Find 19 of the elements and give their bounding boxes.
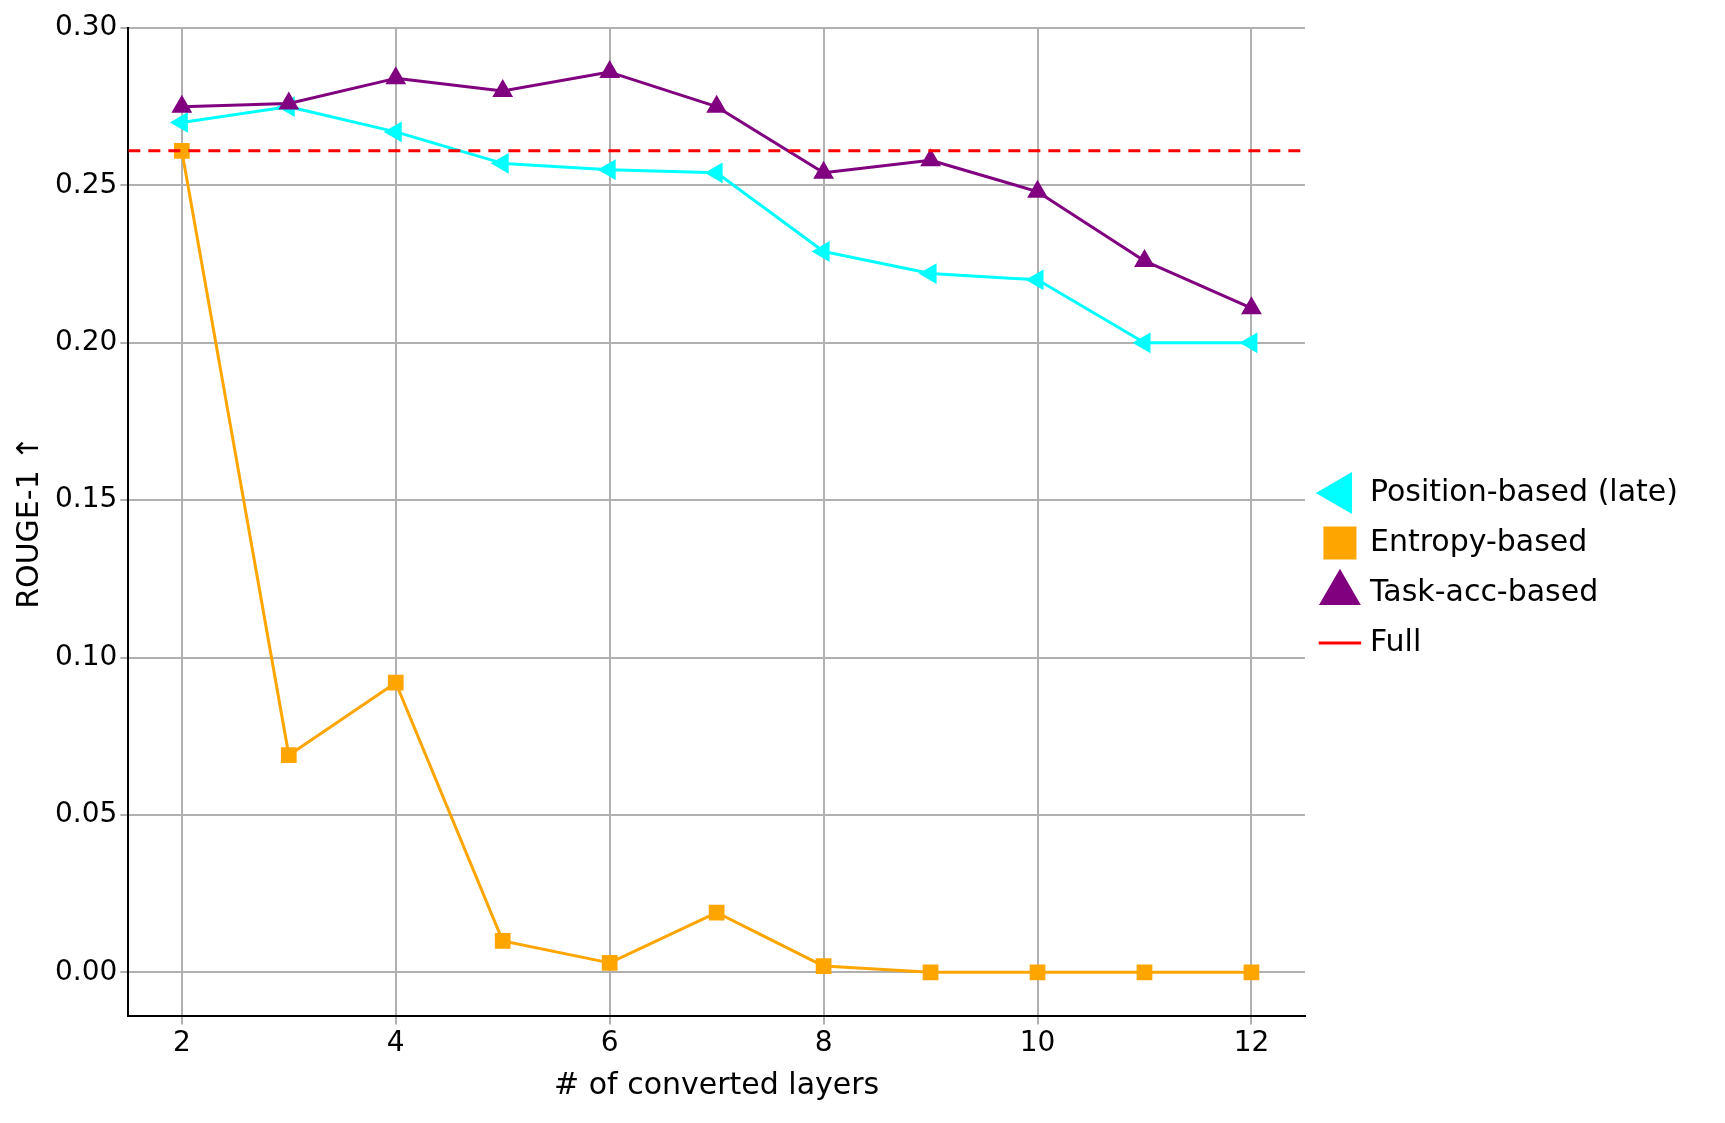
legend-label: Position-based (late) <box>1369 472 1679 508</box>
x-tick-label: 6 <box>600 1025 619 1059</box>
x-axis-title: # of converted layers <box>554 1065 880 1101</box>
y-tick-label: 0.00 <box>55 953 118 987</box>
y-tick-label: 0.20 <box>55 324 118 358</box>
y-tick-label: 0.15 <box>55 481 118 515</box>
x-tick-label: 2 <box>172 1025 191 1059</box>
y-tick-label: 0.10 <box>55 638 118 672</box>
x-tick-label: 12 <box>1233 1025 1270 1059</box>
legend-label: Entropy-based <box>1369 522 1588 558</box>
x-tick-label: 4 <box>386 1025 405 1059</box>
x-tick-label: 8 <box>814 1025 833 1059</box>
y-tick-label: 0.05 <box>55 796 118 830</box>
y-axis-title: ROUGE-1 ↑ <box>9 435 45 609</box>
y-tick-label: 0.30 <box>55 9 118 43</box>
x-tick-label: 10 <box>1019 1025 1056 1059</box>
legend-label: Task-acc-based <box>1368 572 1599 608</box>
y-tick-label: 0.25 <box>55 166 118 200</box>
legend-label: Full <box>1369 622 1422 658</box>
